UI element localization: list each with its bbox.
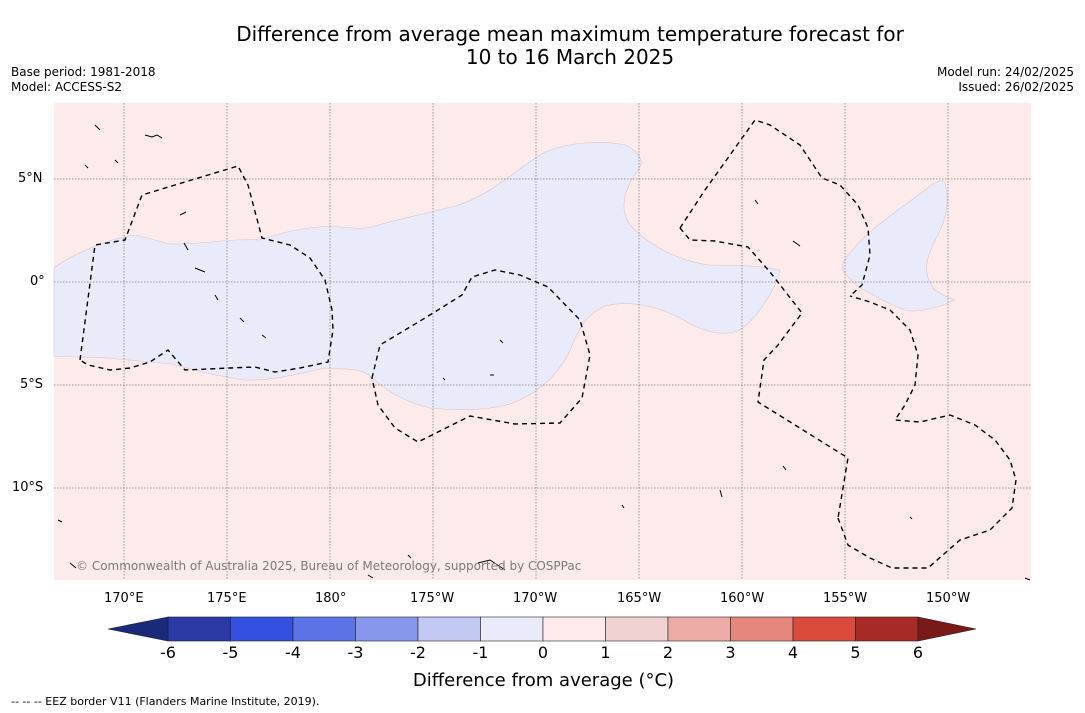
eez-footnote: -- -- -- EEZ border V11 (Flanders Marine… <box>11 695 320 708</box>
colorbar-tick-label: -6 <box>160 643 176 662</box>
colorbar-tick-label: 0 <box>537 643 549 662</box>
lat-label-5n: 5°N <box>18 171 43 186</box>
model-name: Model: ACCESS-S2 <box>11 80 123 94</box>
lon-label-155w: 155°W <box>823 591 868 606</box>
eez-border-tuvalu-kiribati-west <box>79 165 334 373</box>
base-period: Base period: 1981-2018 <box>11 65 156 79</box>
colorbar-tick-label: 2 <box>662 643 674 662</box>
lon-label-175e: 175°E <box>207 591 247 606</box>
issued-date: Issued: 26/02/2025 <box>958 80 1074 94</box>
model-run-date: Model run: 24/02/2025 <box>936 65 1074 79</box>
colorbar-tick-label: -5 <box>222 643 239 662</box>
lon-label-150w: 150°W <box>926 591 971 606</box>
copyright-notice: © Commonwealth of Australia 2025, Bureau… <box>76 559 582 573</box>
colorbar-tick-label: 3 <box>725 643 736 662</box>
eez-border-french-polynesia <box>837 295 1017 569</box>
colorbar-label: Difference from average (°C) <box>412 670 675 691</box>
chart-title-line2: 10 to 16 March 2025 <box>465 45 675 69</box>
colorbar-tick-label: 1 <box>600 643 611 662</box>
lon-label-170e: 170°E <box>104 591 144 606</box>
colorbar-tick-label: -1 <box>472 643 489 662</box>
negative-anomaly-region-east <box>841 180 956 312</box>
colorbar-tick-label: 4 <box>787 643 799 662</box>
lon-label-170w: 170°W <box>513 591 558 606</box>
colorbar-tick-label: 6 <box>912 643 924 662</box>
colorbar-tick-label: 5 <box>850 643 861 662</box>
chart-title-line1: Difference from average mean maximum tem… <box>236 22 904 46</box>
eez-borders <box>79 119 1017 569</box>
lon-label-175w: 175°W <box>410 591 455 606</box>
colorbar-tick-label: -3 <box>347 643 364 662</box>
lon-label-160w: 160°W <box>720 591 765 606</box>
lon-label-180: 180° <box>315 591 347 606</box>
colorbar-tick-label: -4 <box>285 643 301 662</box>
lon-label-165w: 165°W <box>617 591 662 606</box>
colorbar-tick-label: -2 <box>410 643 426 662</box>
eez-border-phoenix <box>371 269 591 443</box>
lat-label-5s: 5°S <box>20 377 44 392</box>
islands <box>57 124 1031 581</box>
eez-border-line-islands <box>679 119 871 297</box>
lat-label-10s: 10°S <box>12 480 44 495</box>
eez-border-line-islands-south <box>679 227 849 519</box>
lat-label-0: 0° <box>30 274 45 289</box>
graticule <box>54 103 1031 580</box>
